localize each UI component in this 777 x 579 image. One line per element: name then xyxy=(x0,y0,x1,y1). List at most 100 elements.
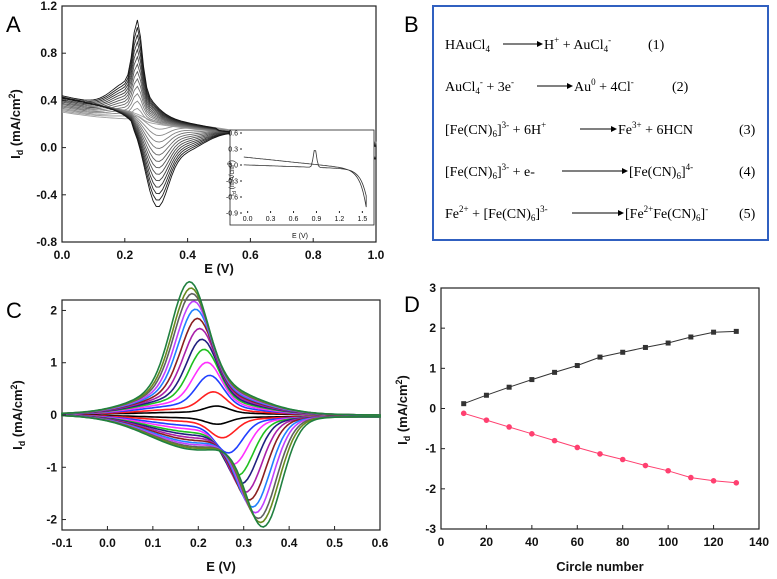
reaction-5: Fe2+ + [Fe(CN)6]3- [Fe2+Fe(CN)6]- (5) xyxy=(445,204,756,223)
y-tick-label: -0.4 xyxy=(36,188,57,202)
inset-ylabel: Id (mA/cm2) xyxy=(227,160,238,196)
y-tick-label: 3 xyxy=(429,281,436,295)
x-tick-label: 0.8 xyxy=(305,248,322,262)
x-tick-label: 0 xyxy=(438,535,445,549)
y-tick-label: -0.9 xyxy=(226,211,238,218)
x-tick-label: 1.0 xyxy=(368,248,385,262)
y-tick-label: 1 xyxy=(50,356,57,370)
panel-d-xlabel: Circle number xyxy=(556,559,643,574)
panel-d-frame xyxy=(440,287,760,530)
panel-a-ylabel: Id (mA/cm2) xyxy=(7,89,25,159)
y-tick-label: -0.3 xyxy=(226,179,238,186)
reaction-3-number: (3) xyxy=(739,123,756,138)
series-line-cathodic xyxy=(463,412,737,484)
y-tick-label: 1 xyxy=(429,361,436,375)
point-cathodic xyxy=(597,451,603,457)
svg-text:Id (mA/cm2): Id (mA/cm2) xyxy=(227,160,238,196)
panel-a-ticks: 0.0 0.2 0.4 0.6 0.8 1.0 -0.8 -0.4 0.0 0.4 0.8 1.2 xyxy=(36,0,384,262)
reaction-2-number: (2) xyxy=(672,80,689,95)
x-tick-label: 120 xyxy=(704,535,724,549)
reaction-4-number: (4) xyxy=(739,165,756,180)
y-tick-label: 0.3 xyxy=(228,147,238,154)
panel-a-frame xyxy=(61,5,377,243)
x-tick-label: 0.4 xyxy=(281,536,298,550)
point-anodic xyxy=(483,392,489,398)
panel-b-equations: HAuCl4 H+ + AuCl4- (1) AuCl4- + 3e- Au0 … xyxy=(432,5,769,241)
panel-a-chart: 0.0 0.2 0.4 0.6 0.8 1.0 -0.8 -0.4 0.0 0.4 0.8 1.2 E… xyxy=(7,0,385,276)
inset-xlabel: E (V) xyxy=(292,233,308,240)
y-tick-label: 0.0 xyxy=(40,141,57,155)
x-tick-label: 60 xyxy=(571,535,585,549)
x-tick-label: 0.9 xyxy=(312,216,322,223)
point-cathodic xyxy=(574,444,581,451)
point-anodic xyxy=(665,340,671,346)
x-tick-label: 0.6 xyxy=(242,248,259,262)
point-cathodic xyxy=(665,467,671,474)
point-anodic xyxy=(620,349,626,355)
y-tick-label: 0 xyxy=(429,402,436,416)
x-tick-label: 0.6 xyxy=(372,536,389,550)
panel-c-chart: -0.1 0.0 0.1 0.2 0.3 0.4 0.5 0.6 -2 -1 0 1 2 E (V) I… xyxy=(9,280,389,574)
panel-c-xlabel: E (V) xyxy=(206,559,236,574)
x-tick-label: 100 xyxy=(658,535,678,549)
x-tick-label: 0.0 xyxy=(54,248,71,262)
reaction-2: AuCl4- + 3e- Au0 + 4Cl- (2) xyxy=(445,77,689,96)
panel-letter-b: B xyxy=(404,12,419,37)
y-tick-label: 0.8 xyxy=(40,46,57,60)
x-tick-label: 0.5 xyxy=(326,536,343,550)
panel-a-inset: 0.0 0.3 0.6 0.9 1.2 1.5-0.9-0.6-0.30.00.30.6 … xyxy=(226,129,375,240)
point-cathodic xyxy=(551,437,558,444)
reaction-5-number: (5) xyxy=(739,207,756,222)
point-anodic xyxy=(552,369,558,375)
point-anodic xyxy=(574,363,580,369)
svg-text:H+ + AuCl4-: H+ + AuCl4- xyxy=(544,35,611,54)
x-tick-label: 0.1 xyxy=(145,536,162,550)
svg-text:AuCl4- + 3e-: AuCl4- + 3e- xyxy=(445,77,514,96)
panel-a-curves xyxy=(61,19,377,207)
y-tick-label: -2 xyxy=(46,513,57,527)
inset-ticks: 0.0 0.3 0.6 0.9 1.2 1.5 -0.9 -0.6 -0.3 0.0 0.3 0.6 xyxy=(226,131,367,224)
point-anodic xyxy=(642,344,648,350)
x-tick-label: 0.3 xyxy=(266,216,276,223)
panel-a-xlabel: E (V) xyxy=(204,261,234,276)
panel-d-ylabel: Id (mA/cm2) xyxy=(394,375,412,445)
y-tick-label: 0.0 xyxy=(228,163,238,170)
point-anodic xyxy=(461,401,467,407)
svg-text:Id (mA/cm2): Id (mA/cm2) xyxy=(9,380,27,450)
inset-frame xyxy=(229,129,375,226)
point-cathodic xyxy=(619,456,626,463)
svg-text:Au0 + 4Cl-: Au0 + 4Cl- xyxy=(574,77,634,95)
point-cathodic xyxy=(688,474,694,481)
series-line-anodic xyxy=(463,330,737,405)
point-cathodic xyxy=(642,462,649,469)
y-tick-label: 0.6 xyxy=(228,131,238,138)
x-tick-label: 0.4 xyxy=(179,248,196,262)
y-tick-label: -1 xyxy=(46,460,57,474)
x-tick-label: 0.2 xyxy=(116,248,133,262)
y-tick-label: 1.2 xyxy=(40,0,57,13)
svg-text:[Fe(CN)6]4-: [Fe(CN)6]4- xyxy=(629,162,693,181)
cv-cycle-130 xyxy=(61,280,381,528)
panel-d-chart: 0 20 40 60 80 100 120 140 -3 -2 -1 0 1 2 3 Circle numb… xyxy=(394,281,769,574)
svg-text:[Fe(CN)6]3- + 6H+: [Fe(CN)6]3- + 6H+ xyxy=(445,120,546,139)
inset-cv-curve xyxy=(243,150,367,208)
y-tick-label: -0.6 xyxy=(226,195,238,202)
svg-text:[Fe2+Fe(CN)6]-: [Fe2+Fe(CN)6]- xyxy=(625,204,708,223)
reaction-1: HAuCl4 H+ + AuCl4- (1) xyxy=(445,35,665,54)
point-anodic xyxy=(597,354,603,360)
panel-letter-a: A xyxy=(6,12,21,37)
panel-b-frame xyxy=(432,5,769,241)
svg-text:Id (mA/cm2): Id (mA/cm2) xyxy=(7,89,25,159)
point-anodic xyxy=(506,384,512,390)
panel-c-curves xyxy=(61,280,381,528)
x-tick-label: 0.3 xyxy=(235,536,252,550)
y-tick-label: -0.8 xyxy=(36,235,57,249)
y-tick-label: -2 xyxy=(425,482,436,496)
panel-letter-c: C xyxy=(6,298,22,323)
svg-text:Id (mA/cm2): Id (mA/cm2) xyxy=(394,375,412,445)
y-tick-label: 2 xyxy=(50,303,57,317)
point-cathodic xyxy=(506,424,512,430)
svg-text:Fe2+ + [Fe(CN)6]3-: Fe2+ + [Fe(CN)6]3- xyxy=(445,204,548,223)
y-tick-label: 2 xyxy=(429,321,436,335)
